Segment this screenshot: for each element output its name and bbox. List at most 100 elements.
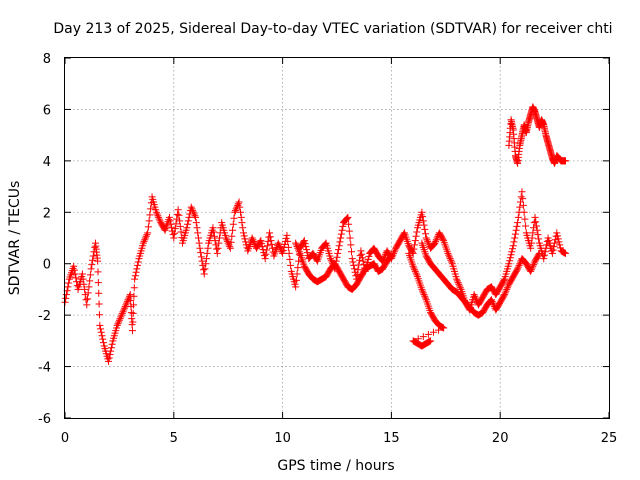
data-point-marker — [166, 217, 174, 225]
data-point-marker — [411, 267, 419, 275]
data-point-marker — [142, 234, 150, 242]
data-point-marker — [529, 229, 537, 237]
data-point-marker — [187, 203, 195, 211]
data-point-marker — [419, 217, 427, 225]
data-point-marker — [507, 251, 515, 259]
data-point-marker — [86, 271, 94, 279]
data-point-marker — [95, 311, 103, 319]
data-point-marker — [519, 201, 527, 209]
data-point-marker — [87, 265, 95, 273]
data-point-marker — [89, 256, 97, 264]
data-point-marker — [256, 238, 264, 246]
data-point-marker — [512, 226, 520, 234]
data-point-marker — [215, 234, 223, 242]
data-point-marker — [249, 236, 257, 244]
data-point-marker — [550, 243, 558, 251]
data-point-marker — [129, 309, 137, 317]
data-point-marker — [224, 239, 232, 247]
axis-ticks: 0 5 10 15 20 25 -6 -4 -2 0 2 4 6 8 — [38, 52, 617, 446]
data-point-marker — [250, 237, 258, 245]
data-point-marker — [108, 340, 116, 348]
data-point-marker — [391, 246, 399, 254]
data-point-marker — [97, 328, 105, 336]
data-point-marker — [421, 294, 429, 302]
data-point-marker — [266, 229, 274, 237]
data-point-marker — [226, 244, 234, 252]
data-point-marker — [390, 248, 398, 256]
data-point-marker — [94, 279, 102, 287]
data-point-marker — [197, 253, 205, 261]
data-point-marker — [153, 210, 161, 218]
data-point-marker — [386, 254, 394, 262]
data-point-marker — [360, 261, 368, 269]
data-point-marker — [152, 208, 160, 216]
data-point-marker — [505, 260, 513, 268]
data-point-marker — [419, 289, 427, 297]
data-point-marker — [239, 229, 247, 237]
data-point-marker — [203, 249, 211, 257]
data-point-marker — [533, 226, 541, 234]
data-point-marker — [556, 244, 564, 252]
data-point-marker — [120, 306, 128, 314]
data-point-marker — [266, 233, 274, 241]
data-point-marker — [214, 244, 222, 252]
data-point-marker — [293, 243, 301, 251]
data-point-marker — [487, 296, 495, 304]
data-point-marker — [188, 205, 196, 213]
data-point-marker — [88, 261, 96, 269]
data-point-marker — [91, 243, 99, 251]
data-point-marker — [292, 283, 300, 291]
data-point-marker — [228, 232, 236, 240]
data-point-marker — [470, 291, 478, 299]
data-point-marker — [349, 258, 357, 266]
data-point-marker — [231, 207, 239, 215]
data-point-marker — [427, 337, 435, 345]
data-point-marker — [192, 219, 200, 227]
data-point-marker — [509, 245, 517, 253]
data-point-marker — [540, 255, 548, 263]
x-tick-label: 15 — [383, 431, 400, 446]
series-trace-upper — [505, 103, 569, 167]
data-point-marker — [554, 232, 562, 240]
data-point-marker — [262, 250, 270, 258]
data-point-marker — [456, 282, 464, 290]
data-point-marker — [535, 235, 543, 243]
data-point-marker — [155, 213, 163, 221]
data-point-marker — [222, 234, 230, 242]
data-point-marker — [118, 309, 126, 317]
data-point-marker — [530, 224, 538, 232]
data-point-marker — [172, 220, 180, 228]
data-point-marker — [445, 251, 453, 259]
data-point-marker — [424, 239, 432, 247]
data-point-marker — [530, 261, 538, 269]
data-point-marker — [471, 292, 479, 300]
data-point-marker — [302, 243, 310, 251]
data-point-marker — [435, 326, 443, 334]
data-point-marker — [456, 284, 464, 292]
data-point-marker — [527, 267, 535, 275]
data-point-marker — [511, 234, 519, 242]
data-point-marker — [194, 229, 202, 237]
data-point-marker — [278, 248, 286, 256]
data-point-marker — [155, 215, 163, 223]
data-point-marker — [534, 231, 542, 239]
data-point-marker — [516, 203, 524, 211]
data-point-marker — [440, 324, 448, 332]
data-point-marker — [86, 277, 94, 285]
data-point-marker — [99, 339, 107, 347]
data-point-marker — [424, 330, 432, 338]
data-point-marker — [84, 289, 92, 297]
data-point-marker — [283, 231, 291, 239]
data-point-marker — [357, 247, 365, 255]
data-point-marker — [258, 240, 266, 248]
data-point-marker — [168, 224, 176, 232]
data-point-marker — [119, 308, 127, 316]
data-point-marker — [516, 260, 524, 268]
data-point-marker — [535, 249, 543, 257]
data-point-marker — [133, 265, 141, 273]
data-point-marker — [89, 252, 97, 260]
data-point-marker — [387, 253, 395, 261]
data-point-marker — [528, 264, 536, 272]
data-point-marker — [561, 249, 569, 257]
y-tick-label: 0 — [43, 258, 51, 273]
